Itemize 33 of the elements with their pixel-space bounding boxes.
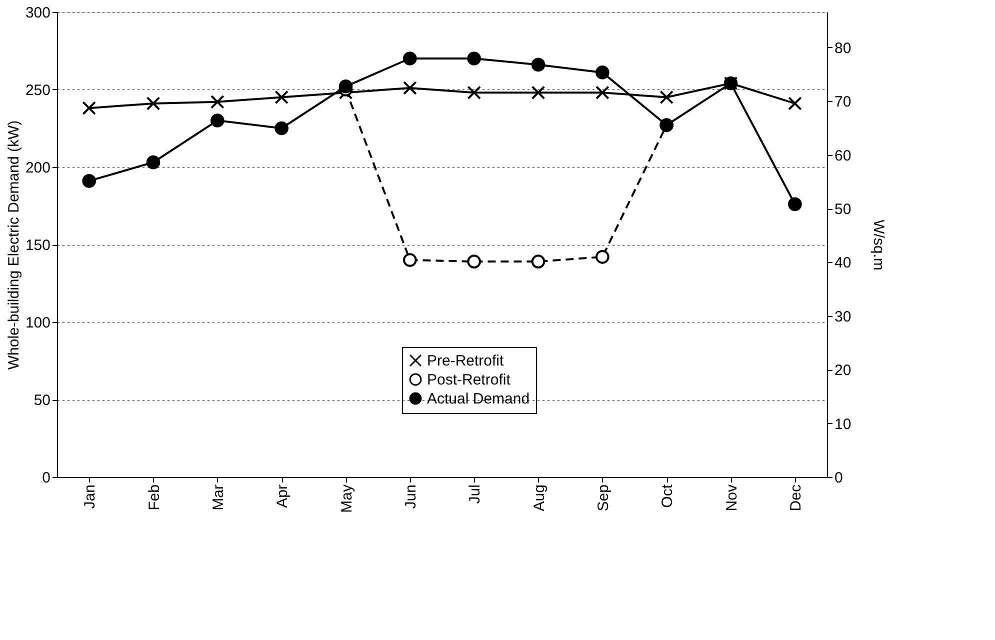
y2-tick-label: 10 xyxy=(834,416,852,433)
y-tick-label: 150 xyxy=(25,237,50,254)
y2-tick-label: 30 xyxy=(834,308,852,326)
x-tick-label: Jan xyxy=(82,484,99,509)
x-tick-label: Nov xyxy=(723,484,740,512)
x-tick-label: Feb xyxy=(146,484,163,510)
y2-tick-label: 60 xyxy=(834,147,852,164)
x-tick-label: Mar xyxy=(210,484,227,510)
y2-tick-label: 0 xyxy=(834,470,843,486)
legend-label: Post-Retrofit xyxy=(427,372,512,388)
y2-tick-label: 50 xyxy=(834,201,852,218)
x-tick-label: Jun xyxy=(402,484,420,509)
y2-tick-label: 20 xyxy=(834,362,852,380)
x-tick-label: Dec xyxy=(787,484,804,512)
y2-tick-label: 40 xyxy=(834,254,852,272)
x-tick-label: Apr xyxy=(274,484,292,508)
y-tick-label: 50 xyxy=(34,392,50,409)
y-tick-label: 0 xyxy=(42,470,50,486)
y-tick-label: 300 xyxy=(25,4,50,22)
y-axis-title: Whole-building Electric Demand (kW) xyxy=(5,120,22,370)
y-tick-label: 250 xyxy=(25,82,50,99)
legend-label: Actual Demand xyxy=(427,390,530,408)
y-tick-label: 100 xyxy=(25,314,50,332)
x-tick-label: May xyxy=(338,484,356,513)
x-tick-label: Jul xyxy=(466,484,484,504)
y2-tick-label: 70 xyxy=(834,94,852,111)
legend-label: Pre-Retrofit xyxy=(427,352,505,370)
y-tick-label: 200 xyxy=(25,160,50,176)
y2-tick-label: 80 xyxy=(834,40,852,57)
x-tick-label: Oct xyxy=(659,484,676,508)
x-tick-label: Aug xyxy=(530,484,548,512)
y2-axis-title: W/sq.m xyxy=(870,220,888,270)
x-tick-label: Sep xyxy=(594,484,612,512)
